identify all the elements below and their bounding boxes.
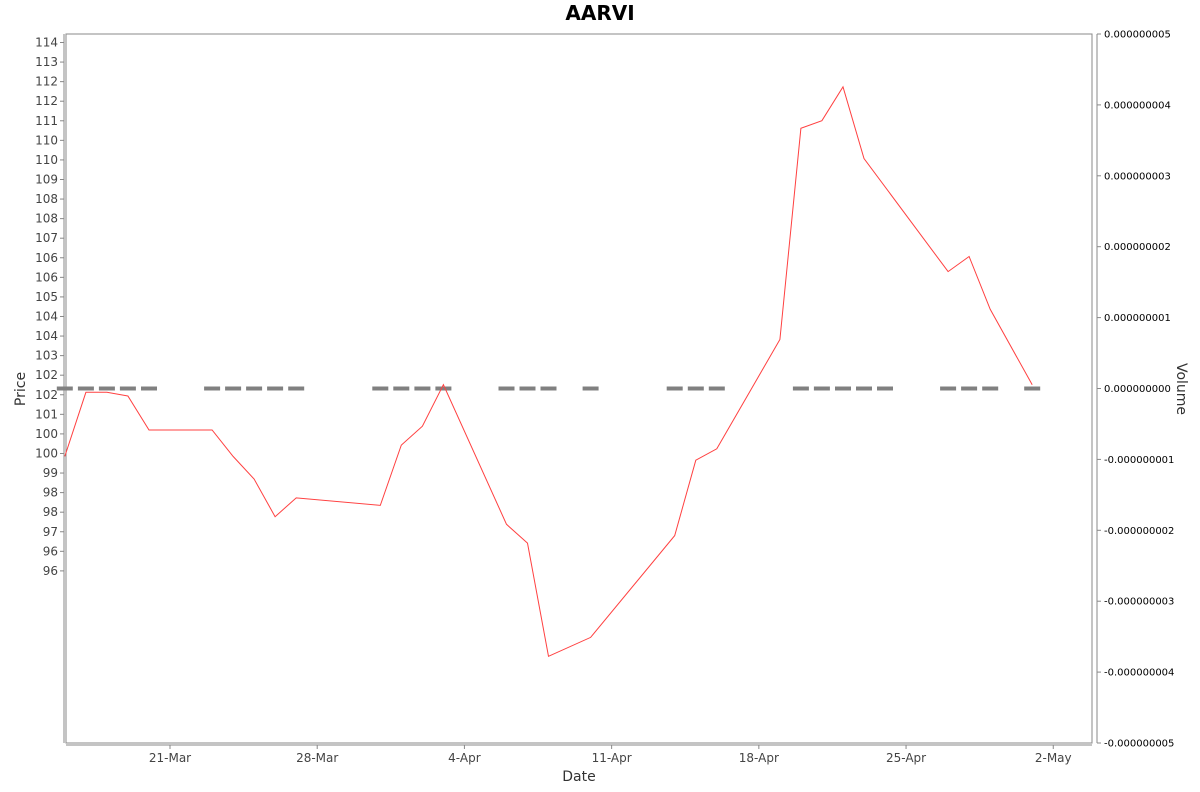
y2-tick-label: -0.000000001 [1104,455,1174,466]
y-tick-label: 102 [35,388,58,402]
y-tick-label: 112 [35,94,58,108]
y2-tick-label: -0.000000004 [1104,668,1174,679]
y-tick-label: 110 [35,153,58,167]
volume-bar [540,386,557,391]
y-tick-label: 96 [43,544,58,558]
y2-tick-label: 0.000000003 [1104,171,1171,182]
y2-tick-label: 0.000000001 [1104,313,1171,324]
y2-tick-label: -0.000000002 [1104,526,1174,537]
volume-bar [877,386,893,391]
volume-bar [393,386,410,391]
y-tick-label: 113 [35,55,58,69]
volume-bar [835,386,851,391]
volume-bar [813,386,830,391]
volume-series [56,386,1041,391]
chart-title: AARVI [565,1,634,25]
y2-tick-label: -0.000000005 [1104,739,1174,750]
volume-bar [414,386,431,391]
y2-tick-label: 0.000000002 [1104,242,1171,253]
y-tick-label: 101 [35,407,58,421]
volume-bar [792,386,809,391]
volume-bar [288,386,305,391]
volume-bar [225,386,242,391]
volume-bar [666,386,683,391]
volume-bar [961,386,978,391]
y-tick-label: 114 [35,36,58,50]
x-tick-label: 18-Apr [739,751,779,765]
volume-bar [56,386,73,391]
y-tick-label: 108 [35,212,58,226]
y-tick-label: 105 [35,290,58,304]
y-tick-label: 110 [35,133,58,147]
x-tick-label: 28-Mar [296,751,338,765]
x-axis-ticks: 21-Mar 28-Mar 4-Apr 11-Apr 18-Apr 25-Apr 2-May [149,745,1072,765]
y-tick-label: 98 [43,486,58,500]
volume-bar [372,386,389,391]
volume-bar [982,386,999,391]
volume-bar [119,386,136,391]
volume-bar [687,386,704,391]
x-tick-label: 25-Apr [886,751,926,765]
y-tick-label: 107 [35,231,58,245]
y-tick-label: 104 [35,329,58,343]
volume-bar [77,386,94,391]
volume-bar [582,386,599,391]
y-tick-label: 100 [35,427,58,441]
volume-bar [246,386,263,391]
y2-axis-label: Volume [1173,363,1189,415]
y2-tick-label: 0.000000005 [1104,30,1171,41]
y-tick-label: 102 [35,368,58,382]
x-tick-label: 11-Apr [592,751,632,765]
y-tick-label: 111 [35,114,58,128]
x-tick-label: 2-May [1035,751,1072,765]
y2-tick-label: 0.000000000 [1104,384,1171,395]
y2-tick-label: 0.000000004 [1104,100,1171,111]
y2-tick-label: -0.000000003 [1104,597,1174,608]
y-tick-label: 103 [35,349,58,363]
y-tick-label: 104 [35,309,58,323]
volume-bar [856,386,872,391]
volume-bar [267,386,284,391]
volume-bar [98,386,115,391]
volume-bar [708,386,725,391]
x-axis-label: Date [562,769,595,785]
volume-bar [498,386,515,391]
x-tick-label: 4-Apr [448,751,481,765]
y-tick-label: 100 [35,446,58,460]
y-tick-label: 98 [43,505,58,519]
y-tick-label: 96 [43,564,58,578]
y-tick-label: 97 [43,525,58,539]
volume-bar [435,386,452,391]
volume-bar [940,386,957,391]
y-tick-label: 99 [43,466,58,480]
volume-bar [204,386,221,391]
y-tick-label: 106 [35,270,58,284]
y-tick-label: 112 [35,75,58,89]
y-axis-label: Price [13,372,29,406]
y-tick-label: 106 [35,251,58,265]
y-tick-label: 108 [35,192,58,206]
volume-bar [519,386,536,391]
y2-axis-ticks: 0.000000005 0.000000004 0.000000003 0.00000… [1097,30,1174,750]
price-series-line [64,85,1033,658]
volume-bar [141,386,157,391]
x-tick-label: 21-Mar [149,751,191,765]
volume-bar [1024,386,1041,391]
y-axis-ticks: 114 113 112 112 111 110 110 109 108 108 107 106 106 1… [35,36,64,578]
y-tick-label: 109 [35,172,58,186]
